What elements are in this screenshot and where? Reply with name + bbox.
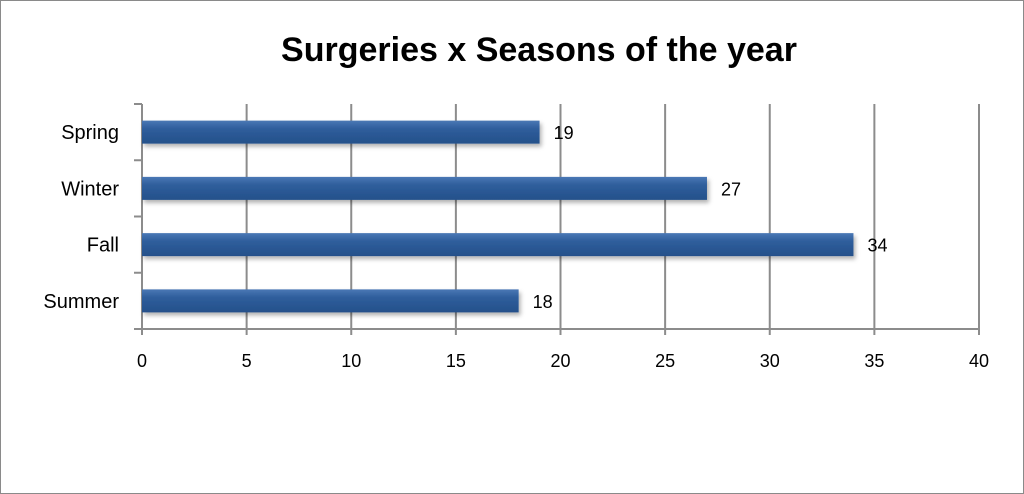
category-label: Winter bbox=[61, 178, 119, 200]
x-tick-label: 30 bbox=[760, 351, 780, 371]
x-tick-label: 35 bbox=[864, 351, 884, 371]
x-tick-label: 0 bbox=[137, 351, 147, 371]
bar-fall bbox=[142, 233, 854, 257]
x-tick-label: 40 bbox=[969, 351, 989, 371]
category-label: Summer bbox=[43, 291, 119, 313]
bar-summer bbox=[142, 289, 519, 313]
data-label: 34 bbox=[867, 236, 887, 256]
chart-title: Surgeries x Seasons of the year bbox=[281, 31, 797, 69]
x-tick-label: 10 bbox=[341, 351, 361, 371]
x-tick-label: 5 bbox=[242, 351, 252, 371]
bar-winter bbox=[142, 176, 707, 200]
category-label: Spring bbox=[61, 122, 119, 144]
x-tick-label: 20 bbox=[550, 351, 570, 371]
x-tick-label: 15 bbox=[446, 351, 466, 371]
x-tick-label: 25 bbox=[655, 351, 675, 371]
data-label: 18 bbox=[533, 292, 553, 312]
data-label: 19 bbox=[554, 123, 574, 143]
bar-spring bbox=[142, 120, 540, 144]
data-label: 27 bbox=[721, 179, 741, 199]
category-label: Fall bbox=[87, 235, 119, 257]
